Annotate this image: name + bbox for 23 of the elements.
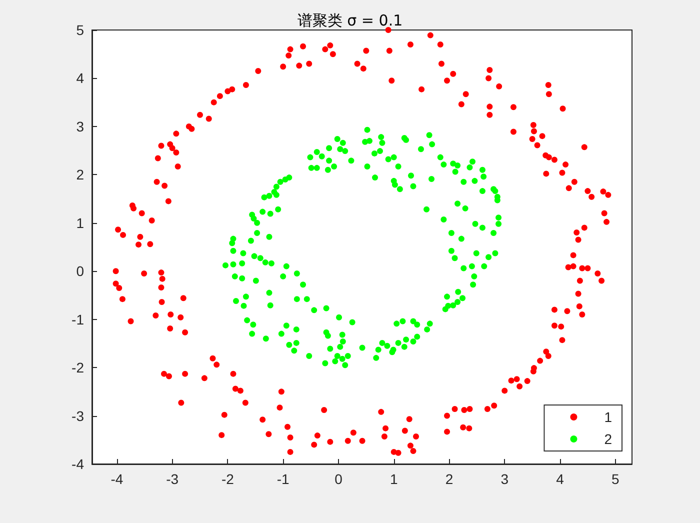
legend-label: 2 xyxy=(604,431,612,447)
legend-label: 1 xyxy=(604,409,612,425)
y-tick-label: 1 xyxy=(76,214,84,231)
x-tick-label: -1 xyxy=(276,471,290,487)
x-tick-label: -2 xyxy=(221,471,234,487)
x-tick-label: 1 xyxy=(390,471,398,487)
x-tick-label: 5 xyxy=(611,471,620,487)
x-tick-label: 4 xyxy=(556,471,564,487)
y-tick-label: -1 xyxy=(72,311,84,328)
x-tick-label: 2 xyxy=(445,471,454,487)
chart-title: 谱聚类 σ = 0.1 xyxy=(297,12,403,30)
y-tick-label: 4 xyxy=(76,70,84,86)
x-tick-label: -3 xyxy=(166,471,179,487)
x-tick-label: 3 xyxy=(500,471,509,487)
y-tick-label: 3 xyxy=(76,118,84,134)
x-tick-label: 0 xyxy=(334,471,343,487)
y-tick-label: -2 xyxy=(72,360,84,376)
y-tick-label: 0 xyxy=(76,263,84,280)
y-tick-label: -4 xyxy=(72,456,84,472)
y-tick-label: 2 xyxy=(76,166,84,183)
y-tick-label: 5 xyxy=(76,22,84,38)
x-tick-label: -4 xyxy=(110,471,124,487)
y-tick-label: -3 xyxy=(72,408,84,424)
